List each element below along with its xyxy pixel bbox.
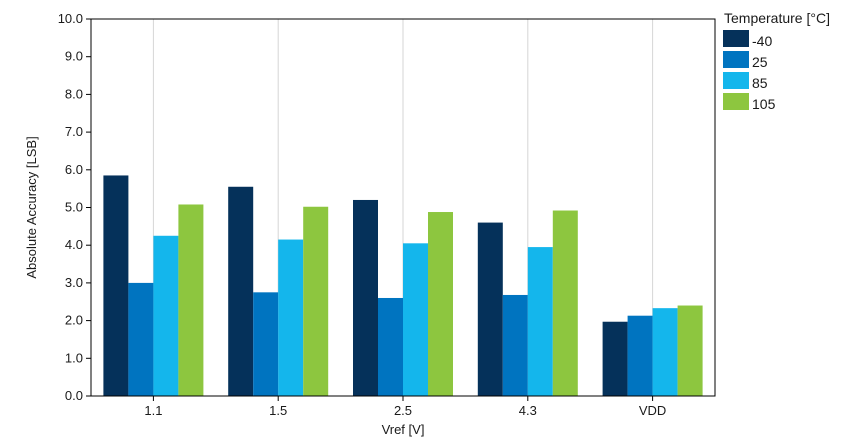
bar--40-1.5 <box>228 186 254 396</box>
bar-25-1.5 <box>253 292 279 396</box>
y-tick-label: 9.0 <box>65 49 83 64</box>
y-tick-label: 3.0 <box>65 275 83 290</box>
y-tick-label: 1.0 <box>65 350 83 365</box>
bar--40-2.5 <box>353 199 378 396</box>
bar--40-1.1 <box>103 175 129 396</box>
y-tick-label: 0.0 <box>65 388 83 403</box>
bar-85-VDD <box>652 308 678 396</box>
bar-25-1.1 <box>128 282 154 396</box>
legend-label-25: 25 <box>752 54 768 70</box>
legend-swatch-85 <box>723 72 749 89</box>
legend-label-85: 85 <box>752 75 768 91</box>
bar--40-4.3 <box>477 222 503 396</box>
bar-105-4.3 <box>552 210 578 396</box>
x-tick-label: 1.1 <box>144 403 162 418</box>
bar-85-1.1 <box>153 235 179 396</box>
legend-swatch--40 <box>723 30 749 47</box>
bar-85-2.5 <box>403 243 428 396</box>
bar-105-1.1 <box>178 204 204 396</box>
bar-105-1.5 <box>303 206 329 396</box>
y-tick-label: 2.0 <box>65 313 83 328</box>
bar-105-VDD <box>677 305 703 396</box>
bar-85-1.5 <box>278 239 304 396</box>
bar-105-2.5 <box>428 212 453 396</box>
y-tick-label: 7.0 <box>65 124 83 139</box>
bar-25-VDD <box>627 315 653 396</box>
x-tick-label: VDD <box>639 403 666 418</box>
legend-label--40: -40 <box>752 33 772 49</box>
y-axis-title: Absolute Accuracy [LSB] <box>24 136 39 278</box>
legend-swatch-105 <box>723 93 749 110</box>
y-tick-label: 10.0 <box>58 11 83 26</box>
legend-label-105: 105 <box>752 96 776 112</box>
ticks-layer: 0.0 1.0 2.0 3.0 4.0 5.0 6.0 7.0 8.0 9.0 10.0 1.1 1.5… <box>58 11 667 418</box>
y-tick-label: 5.0 <box>65 200 83 215</box>
legend-swatch-25 <box>723 51 749 68</box>
bars-layer <box>103 175 703 396</box>
x-tick-label: 1.5 <box>269 403 287 418</box>
y-tick-label: 8.0 <box>65 86 83 101</box>
bar-25-2.5 <box>378 297 403 396</box>
legend-title: Temperature [°C] <box>724 10 830 26</box>
bar--40-VDD <box>602 321 628 396</box>
x-tick-label: 4.3 <box>519 403 537 418</box>
x-axis-title: Vref [V] <box>382 422 425 437</box>
bar-85-4.3 <box>527 247 553 396</box>
y-tick-label: 6.0 <box>65 162 83 177</box>
legend: Temperature [°C] -40 25 85 105 <box>723 10 830 112</box>
x-tick-label: 2.5 <box>394 403 412 418</box>
y-tick-label: 4.0 <box>65 237 83 252</box>
bar-25-4.3 <box>502 294 528 396</box>
